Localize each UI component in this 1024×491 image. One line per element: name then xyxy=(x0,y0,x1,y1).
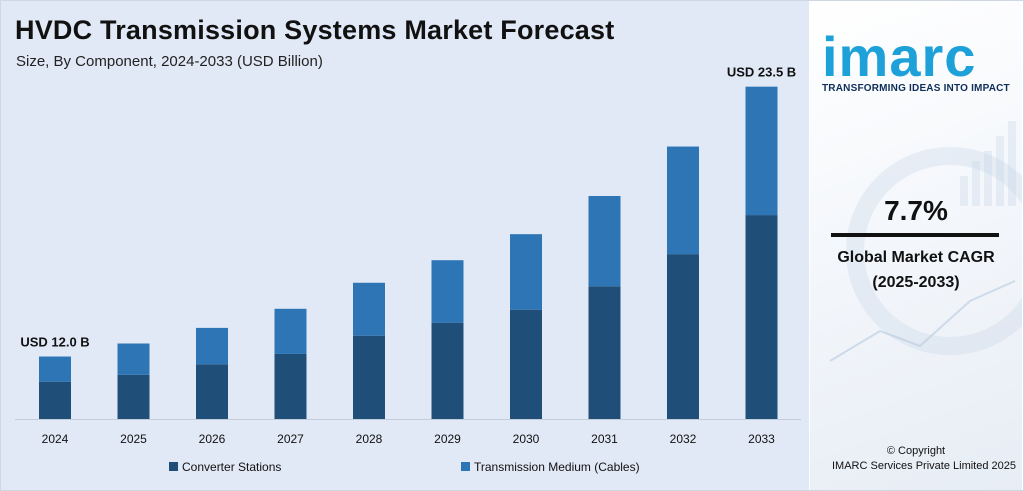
bar-transmission-medium-2029 xyxy=(431,260,464,323)
legend-label: Converter Stations xyxy=(182,460,281,474)
chart-panel: HVDC Transmission Systems Market Forecas… xyxy=(1,1,809,490)
legend-swatch-transmission-medium xyxy=(461,462,470,471)
info-sidebar: imarc TRANSFORMING IDEAS INTO IMPACT 7.7… xyxy=(810,1,1022,490)
brand-tagline: TRANSFORMING IDEAS INTO IMPACT xyxy=(822,83,1010,94)
imarc-logo: imarc xyxy=(822,25,977,88)
background-decoration xyxy=(829,121,1022,362)
bar-transmission-medium-2028 xyxy=(353,282,385,336)
bar-converter-stations-2032 xyxy=(667,254,699,419)
bar-transmission-medium-2030 xyxy=(510,234,542,310)
company-name: IMARC Services Private Limited 2025 xyxy=(831,460,1016,472)
bar-converter-stations-2029 xyxy=(431,322,464,419)
bar-converter-stations-2033 xyxy=(745,215,778,419)
bar-transmission-medium-2031 xyxy=(588,195,621,287)
bar-transmission-medium-2025 xyxy=(117,343,150,375)
bar-converter-stations-2025 xyxy=(117,374,150,419)
x-tick-label: 2031 xyxy=(591,432,618,446)
bar-transmission-medium-2033 xyxy=(745,86,778,216)
cagr-period: (2025-2033) xyxy=(872,274,960,291)
bar-transmission-medium-2024 xyxy=(39,356,71,382)
data-label-2024: USD 12.0 B xyxy=(20,335,89,350)
bar-converter-stations-2026 xyxy=(196,364,228,419)
bar-converter-stations-2028 xyxy=(353,335,385,419)
page-title: HVDC Transmission Systems Market Forecas… xyxy=(15,15,615,45)
bar-chart: 2024 2025 2026 2027 2028 2029 2030 2031 2032 2033… xyxy=(15,65,801,474)
bar-transmission-medium-2027 xyxy=(274,308,307,354)
cagr-label: Global Market CAGR xyxy=(837,249,995,266)
x-tick-label: 2033 xyxy=(748,432,775,446)
legend-swatch-converter-stations xyxy=(169,462,178,471)
page-subtitle: Size, By Component, 2024-2033 (USD Billi… xyxy=(16,53,323,70)
x-tick-label: 2029 xyxy=(434,432,461,446)
data-label-2033: USD 23.5 B xyxy=(727,65,796,80)
bar-transmission-medium-2032 xyxy=(667,146,699,255)
bar-converter-stations-2024 xyxy=(39,381,71,419)
cagr-value: 7.7% xyxy=(884,195,948,226)
bar-transmission-medium-2026 xyxy=(196,327,228,365)
x-tick-label: 2025 xyxy=(120,432,147,446)
x-tick-label: 2032 xyxy=(670,432,697,446)
bar-converter-stations-2027 xyxy=(274,353,307,419)
cagr-divider xyxy=(831,233,999,237)
x-tick-label: 2026 xyxy=(199,432,226,446)
copyright-label: © Copyright xyxy=(886,445,946,457)
legend-label: Transmission Medium (Cables) xyxy=(474,460,640,474)
x-tick-label: 2027 xyxy=(277,432,304,446)
x-tick-label: 2024 xyxy=(42,432,69,446)
x-tick-label: 2028 xyxy=(356,432,383,446)
x-tick-label: 2030 xyxy=(513,432,540,446)
bar-converter-stations-2030 xyxy=(510,309,542,419)
bar-converter-stations-2031 xyxy=(588,286,621,419)
